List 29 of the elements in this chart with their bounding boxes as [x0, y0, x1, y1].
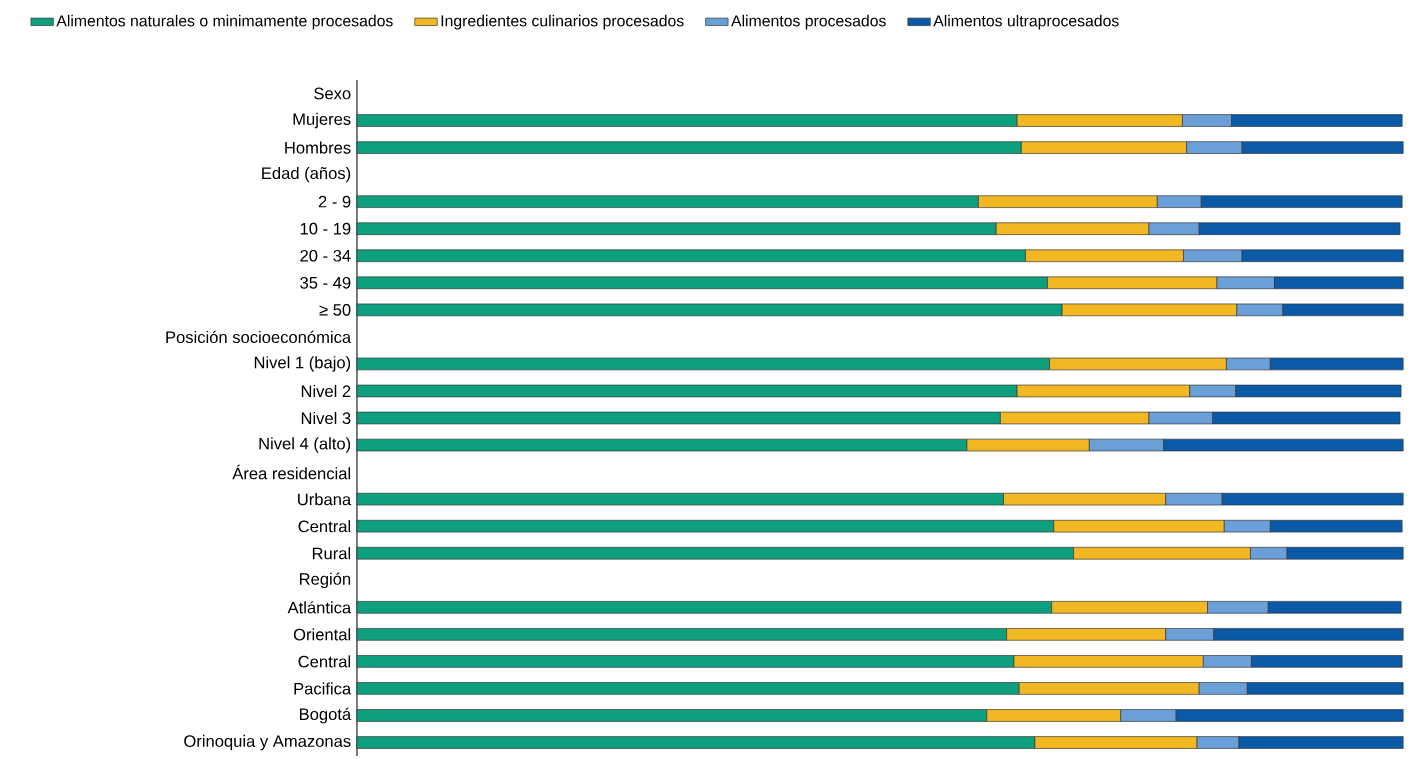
legend-label: Ingredientes culinarios procesados	[441, 14, 684, 30]
y-tick-label: Bogotá	[299, 707, 352, 724]
y-tick-label: 10 - 19	[300, 222, 351, 235]
y-tick-label: Nivel 4 (alto)	[259, 437, 351, 453]
y-tick-label: Atlántica	[287, 601, 352, 614]
y-tick-label: Nivel 3	[301, 411, 351, 425]
y-tick-label: Orinoquia y Amazonas	[184, 734, 351, 751]
y-tick-label: ≥ 50	[319, 303, 351, 316]
text: Sexo	[314, 87, 351, 100]
y-tick-label: Urbana	[298, 493, 352, 506]
legend-label: Alimentos naturales o minimamente procesados	[56, 14, 393, 30]
y-tick-label: Nivel 2	[301, 384, 351, 398]
text: Región	[299, 572, 351, 589]
y-tick-label: 20 - 34	[300, 249, 351, 262]
y-tick-label: Rural	[312, 547, 351, 560]
y-tick-label: Hombres	[285, 141, 351, 154]
text: Posición socioeconómica	[166, 330, 352, 344]
text: Edad (años)	[262, 166, 351, 183]
y-tick-label: 2 - 9	[318, 195, 351, 208]
legend-label: Alimentos procesados	[731, 14, 886, 30]
y-tick-label: Central	[298, 520, 351, 533]
y-tick-label: Oriental	[293, 628, 351, 641]
y-tick-label: Pacifica	[294, 682, 352, 695]
y-tick-label: 35 - 49	[300, 276, 351, 289]
text: Área residencial	[232, 464, 351, 480]
y-tick-label: Nivel 1 (bajo)	[254, 356, 351, 372]
legend-label: Alimentos ultraprocesados	[933, 14, 1119, 30]
y-tick-label: Central	[298, 655, 351, 668]
y-tick-label: Mujeres	[293, 112, 351, 129]
